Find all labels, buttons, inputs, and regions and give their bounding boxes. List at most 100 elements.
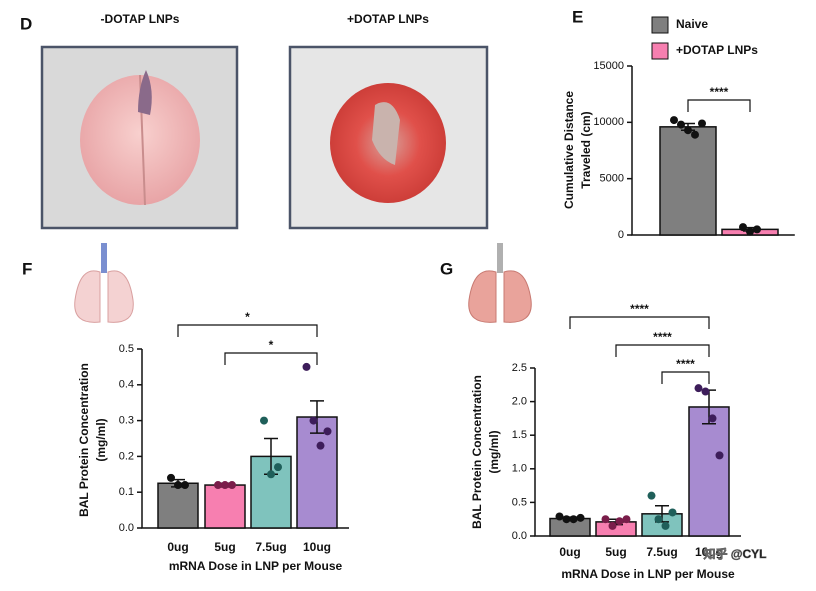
data-point	[316, 441, 325, 450]
legend-swatch	[651, 42, 669, 60]
data-point	[753, 225, 761, 234]
data-point	[260, 416, 268, 425]
panel-letter: F	[22, 259, 32, 278]
data-point	[715, 451, 724, 460]
y-tick-label: 2.0	[512, 396, 527, 408]
y-tick-label: 0.0	[119, 522, 134, 534]
y-tick-label: 1.5	[512, 429, 527, 441]
legend-label: +DOTAP LNPs	[676, 43, 758, 57]
significance-bracket	[224, 352, 318, 365]
bar	[204, 484, 246, 529]
data-point	[214, 481, 222, 490]
data-point	[228, 481, 236, 490]
data-point	[694, 384, 703, 393]
data-point	[167, 473, 175, 482]
significance-label: *	[245, 310, 250, 324]
y-axis-label: Cumulative Distance	[562, 91, 576, 209]
significance-bracket	[177, 324, 318, 337]
significance-label: ****	[710, 85, 729, 99]
y-tick-label: 1.0	[512, 463, 527, 475]
y-tick-label: 0	[618, 229, 624, 241]
data-point	[221, 481, 229, 490]
y-tick-label: 15000	[593, 60, 624, 72]
x-axis-label: mRNA Dose in LNP per Mouse	[169, 559, 343, 573]
data-point	[698, 119, 706, 128]
x-tick-label: 10ug	[303, 540, 331, 554]
lung-icon	[468, 243, 532, 323]
data-point	[677, 120, 685, 129]
y-axis-label: BAL Protein Concentration	[470, 375, 484, 529]
data-point	[684, 126, 692, 135]
significance-bracket	[615, 344, 710, 357]
y-axis-label: (mg/ml)	[487, 430, 501, 473]
y-tick-label: 5000	[600, 173, 624, 185]
photo	[40, 45, 239, 230]
data-point	[739, 223, 747, 232]
data-point	[562, 515, 571, 524]
data-point	[569, 515, 578, 524]
data-point	[708, 414, 717, 423]
panel-letter: G	[440, 259, 453, 278]
data-point	[615, 517, 624, 526]
lung-icon	[74, 243, 134, 323]
y-axis-label: BAL Protein Concentration	[77, 363, 91, 517]
x-tick-label: 0ug	[167, 540, 188, 554]
y-tick-label: 0.0	[512, 530, 527, 542]
bar	[688, 406, 730, 537]
bar	[157, 482, 199, 529]
y-tick-label: 0.4	[119, 379, 134, 391]
y-tick-label: 0.5	[512, 496, 527, 508]
significance-label: ****	[676, 357, 695, 371]
x-tick-label: 5ug	[605, 545, 626, 559]
x-tick-label: 10ug	[695, 545, 723, 559]
data-point	[670, 116, 678, 125]
legend-label: Naive	[676, 17, 708, 31]
x-tick-label: 7.5ug	[646, 545, 677, 559]
panel-letter: D	[20, 14, 32, 33]
bar	[549, 517, 591, 537]
data-point	[323, 427, 332, 436]
error-bar	[310, 400, 324, 434]
data-point	[691, 130, 699, 139]
y-tick-label: 0.5	[119, 343, 134, 355]
data-point	[622, 515, 631, 524]
data-point	[701, 387, 710, 396]
bar	[296, 416, 338, 529]
x-tick-label: 5ug	[214, 540, 235, 554]
significance-bracket	[661, 371, 710, 384]
data-point	[668, 508, 677, 517]
data-point	[555, 512, 564, 521]
watermark: 知乎 @CYL	[702, 546, 766, 561]
data-point	[654, 515, 663, 524]
data-point	[601, 515, 610, 524]
data-point	[608, 521, 617, 530]
data-point	[309, 416, 318, 425]
data-point	[181, 481, 189, 490]
significance-bracket	[569, 316, 710, 329]
x-tick-label: 0ug	[559, 545, 580, 559]
y-tick-label: 10000	[593, 116, 624, 128]
legend-swatch	[651, 16, 669, 34]
bar	[659, 126, 717, 236]
data-point	[274, 463, 282, 472]
data-point	[267, 470, 275, 479]
x-axis-label: mRNA Dose in LNP per Mouse	[561, 567, 735, 581]
significance-label: *	[269, 338, 274, 352]
data-point	[661, 521, 670, 530]
significance-label: ****	[630, 302, 649, 316]
y-axis-label: (mg/ml)	[94, 418, 108, 461]
photo	[288, 45, 489, 230]
photo-label: -DOTAP LNPs	[101, 12, 180, 26]
x-tick-label: 7.5ug	[255, 540, 286, 554]
panel-letter: E	[572, 7, 583, 26]
y-axis-label: Traveled (cm)	[579, 111, 593, 188]
y-tick-label: 2.5	[512, 362, 527, 374]
data-point	[302, 362, 311, 371]
photo-label: +DOTAP LNPs	[347, 12, 429, 26]
data-point	[174, 481, 182, 490]
significance-bracket	[687, 99, 751, 112]
y-tick-label: 0.1	[119, 486, 134, 498]
data-point	[647, 491, 656, 500]
y-tick-label: 0.2	[119, 450, 134, 462]
